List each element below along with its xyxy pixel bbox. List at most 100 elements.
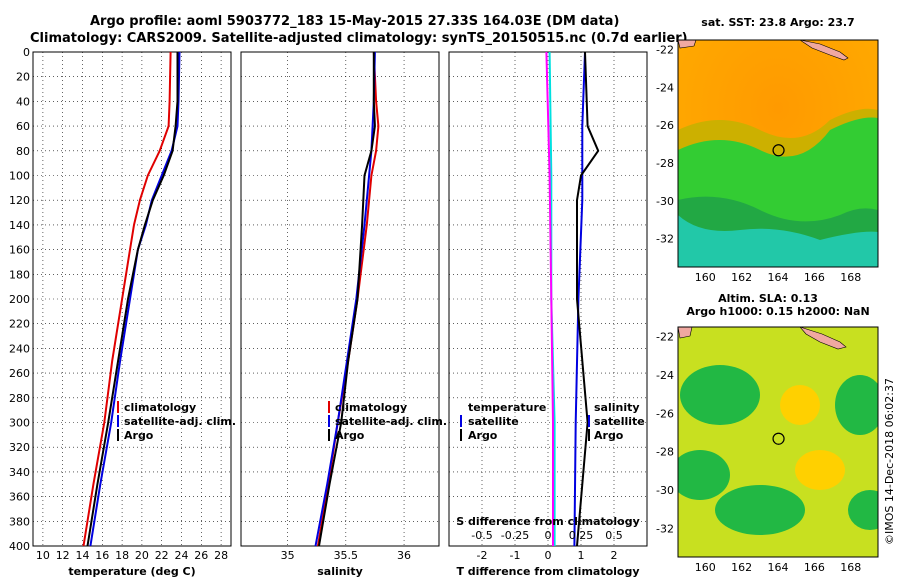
sst-map [678,40,878,267]
sla-map [678,327,878,557]
legend-label-climatology: climatology [124,401,196,414]
depth-tick-label: 20 [16,71,30,84]
new-caledonia-landmass [799,327,847,350]
chesterfield-reef [678,40,697,49]
series-line-climatology [82,51,172,547]
series-line-salinity-argo [576,51,600,547]
salinity-legend: climatology satellite-adj. clim. Argo [328,401,447,442]
depth-tick-label: 280 [9,392,30,405]
series-line-argo [86,52,179,547]
legend-label-t-argo: Argo [468,429,498,442]
depth-tick-label: 320 [9,441,30,454]
series-line-salinity-satellite [573,51,586,547]
depth-tick-label: 120 [9,194,30,207]
x-tick-label: 2 [611,549,618,562]
lat-tick-label: -24 [656,369,674,382]
x-tick-label: 14 [76,549,90,562]
legend-swatch-t-argo [460,429,462,441]
temperature-xlabel: temperature (deg C) [68,565,195,578]
sst-map-title: sat. SST: 23.8 Argo: 23.7 [701,16,854,29]
salinity-difference-tick-labels: -0.5 -0.25 0 0.25 0.5 [471,529,622,542]
legend-label-climatology: climatology [335,401,407,414]
sst-map-frame [677,39,879,268]
s-diff-tick-label: 0.25 [569,529,594,542]
depth-tick-label: 0 [23,46,30,59]
legend-title-temperature: temperature [468,401,546,414]
series-line-satellite-adj-clim- [314,51,376,547]
depth-tick-label: 220 [9,318,30,331]
sla-low-anomaly [848,490,878,530]
depth-tick-label: 100 [9,170,30,183]
legend-label-argo: Argo [124,429,154,442]
difference-gridlines [449,52,647,546]
x-tick-label: 10 [36,549,50,562]
legend-title-salinity: salinity [594,401,640,414]
s-diff-tick-label: -0.5 [471,529,492,542]
salinity-xlabel: salinity [317,565,363,578]
lon-tick-label: 164 [768,271,789,284]
imos-credit: ©IMOS 14-Dec-2018 06:02:37 [883,378,896,545]
lat-tick-label: -26 [656,407,674,420]
lon-tick-label: 164 [768,561,789,574]
difference-series [545,51,600,547]
depth-tick-label: 40 [16,95,30,108]
lon-tick-label: 166 [804,561,825,574]
x-tick-label: 0 [545,549,552,562]
chesterfield-reef [678,327,693,339]
depth-tick-label: 240 [9,342,30,355]
lat-tick-label: -24 [656,81,674,94]
legend-swatch-argo [117,429,119,441]
sla-high-anomaly [795,450,845,490]
x-tick-label: 24 [175,549,189,562]
depth-tick-label: 300 [9,417,30,430]
x-tick-label: -2 [477,549,488,562]
legend-label-satellite: satellite-adj. clim. [124,415,236,428]
lon-tick-label: 168 [840,271,861,284]
depth-tick-label: 380 [9,515,30,528]
difference-xlabel: T difference from climatology [456,565,639,578]
lon-tick-label: 162 [731,271,752,284]
salinity-tick-labels: 35 35.5 36 [281,549,411,562]
sla-low-anomaly [678,450,730,500]
sla-low-anomaly [680,365,760,425]
lon-tick-label: 162 [731,561,752,574]
temperature-legend: climatology satellite-adj. clim. Argo [117,401,236,442]
lat-tick-label: -28 [656,446,674,459]
salinity-gridlines [241,52,439,546]
argo-location-marker-sla [772,432,785,445]
sla-map-frame [677,326,879,558]
x-tick-label: 35 [281,549,295,562]
x-tick-label: 26 [194,549,208,562]
legend-label-s-satellite: satellite [594,415,645,428]
sla-map-tick-labels: 160 162 164 166 168 -22 -24 -26 -28 -30 -32 [656,331,861,574]
lon-tick-label: 166 [804,271,825,284]
depth-tick-label: 80 [16,145,30,158]
difference-legend: temperature satellite Argo salinity sate… [460,401,645,442]
x-tick-label: 16 [95,549,109,562]
legend-swatch-satellite [328,415,330,427]
depth-tick-labels: 0 20 40 60 80 100 120 140 160 180 200 220 240 260 280 3… [9,46,30,553]
lat-tick-label: -32 [656,233,674,246]
x-tick-label: -1 [510,549,521,562]
sla-high-anomaly [780,385,820,425]
depth-tick-label: 200 [9,293,30,306]
legend-label-satellite: satellite-adj. clim. [335,415,447,428]
difference-x2label: S difference from climatology [456,515,640,528]
lat-tick-label: -30 [656,484,674,497]
legend-swatch-t-satellite [460,415,462,427]
sla-low-anomaly [715,485,805,535]
temperature-tick-labels: 10 12 14 16 18 20 22 24 26 28 [36,549,228,562]
legend-swatch-s-satellite [588,415,590,427]
s-diff-tick-label: -0.25 [501,529,529,542]
series-line-temperature-argo [545,51,554,546]
new-caledonia-landmass [799,40,849,61]
salinity-series [314,51,380,547]
difference-tick-labels: -2 -1 0 1 2 [477,549,618,562]
temperature-gridlines [33,52,231,546]
x-tick-label: 22 [155,549,169,562]
s-diff-tick-label: 0 [545,529,552,542]
sst-map-tick-labels: 160 162 164 166 168 -22 -24 -26 -28 -30 -32 [656,43,861,284]
depth-tick-label: 180 [9,268,30,281]
lat-tick-label: -32 [656,522,674,535]
